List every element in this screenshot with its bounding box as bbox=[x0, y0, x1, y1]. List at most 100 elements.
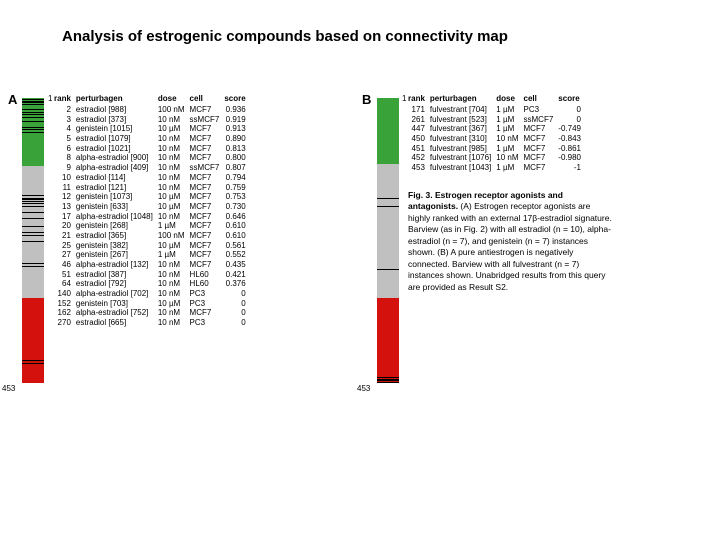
table-row: 12genistein [1073]10 µMMCF70.753 bbox=[54, 192, 251, 202]
cell: 140 bbox=[54, 289, 76, 299]
bar-line bbox=[377, 198, 399, 199]
bar-line bbox=[22, 104, 44, 105]
cell: estradiol [792] bbox=[76, 279, 158, 289]
cell: 0.561 bbox=[224, 241, 250, 251]
cell: 0 bbox=[224, 299, 250, 309]
bar-line bbox=[377, 206, 399, 207]
col-cell: cell bbox=[524, 94, 559, 105]
bar-line bbox=[22, 121, 44, 122]
table-row: 452fulvestrant [1076]10 nMMCF7-0.980 bbox=[408, 153, 586, 163]
cell: 261 bbox=[408, 115, 430, 125]
cell: 100 nM bbox=[158, 105, 190, 115]
table-row: 2estradiol [988]100 nMMCF70.936 bbox=[54, 105, 251, 115]
bar-line bbox=[22, 218, 44, 219]
cell: 64 bbox=[54, 279, 76, 289]
cell: 0.936 bbox=[224, 105, 250, 115]
panel-b-botnum: 453 bbox=[357, 384, 370, 393]
cell: 10 nM bbox=[158, 115, 190, 125]
cell: genistein [703] bbox=[76, 299, 158, 309]
cell: 171 bbox=[408, 105, 430, 115]
cell: 1 µM bbox=[496, 124, 523, 134]
cell: alpha-estradiol [132] bbox=[76, 260, 158, 270]
cell: 270 bbox=[54, 318, 76, 328]
table-row: 447fulvestrant [367]1 µMMCF7-0.749 bbox=[408, 124, 586, 134]
cell: 27 bbox=[54, 250, 76, 260]
cell: 21 bbox=[54, 231, 76, 241]
table-row: 162alpha-estradiol [752]10 nMMCF70 bbox=[54, 308, 251, 318]
table-row: 51estradiol [387]10 nMHL600.421 bbox=[54, 270, 251, 280]
table-row: 451fulvestrant [985]1 µMMCF7-0.861 bbox=[408, 144, 586, 154]
table-row: 3estradiol [373]10 nMssMCF70.919 bbox=[54, 115, 251, 125]
cell: 10 nM bbox=[158, 134, 190, 144]
cell: PC3 bbox=[524, 105, 559, 115]
table-row: 13genistein [633]10 µMMCF70.730 bbox=[54, 202, 251, 212]
col-score: score bbox=[558, 94, 586, 105]
cell: 0.646 bbox=[224, 212, 250, 222]
cell: 3 bbox=[54, 115, 76, 125]
cell: 0.759 bbox=[224, 183, 250, 193]
cell: 5 bbox=[54, 134, 76, 144]
cell: fulvestrant [704] bbox=[430, 105, 496, 115]
cell: MCF7 bbox=[190, 173, 225, 183]
cell: 450 bbox=[408, 134, 430, 144]
cell: 10 nM bbox=[158, 260, 190, 270]
bar-line bbox=[377, 269, 399, 270]
panel-a-barview bbox=[22, 98, 44, 383]
cell: 0 bbox=[558, 115, 586, 125]
cell: estradiol [114] bbox=[76, 173, 158, 183]
cell: MCF7 bbox=[524, 144, 559, 154]
cell: MCF7 bbox=[524, 134, 559, 144]
bar-line bbox=[22, 263, 44, 264]
cell: 451 bbox=[408, 144, 430, 154]
table-row: 10estradiol [114]10 nMMCF70.794 bbox=[54, 173, 251, 183]
cell: fulvestrant [985] bbox=[430, 144, 496, 154]
cell: 0.421 bbox=[224, 270, 250, 280]
bar-line bbox=[22, 363, 44, 364]
cell: estradiol [665] bbox=[76, 318, 158, 328]
col-dose: dose bbox=[158, 94, 190, 105]
panel-a-label: A bbox=[8, 92, 17, 107]
cell: 25 bbox=[54, 241, 76, 251]
cell: 452 bbox=[408, 153, 430, 163]
cell: estradiol [1079] bbox=[76, 134, 158, 144]
table-row: 171fulvestrant [704]1 µMPC30 bbox=[408, 105, 586, 115]
panel-a-table: rankperturbagendosecellscore 2estradiol … bbox=[54, 94, 251, 328]
caption-lead: Fig. 3. bbox=[408, 190, 433, 200]
bar-line bbox=[22, 117, 44, 118]
figure-caption: Fig. 3. Estrogen receptor agonists and a… bbox=[408, 190, 613, 293]
table-row: 6estradiol [1021]10 nMMCF70.813 bbox=[54, 144, 251, 154]
cell: PC3 bbox=[190, 299, 225, 309]
cell: alpha-estradiol [702] bbox=[76, 289, 158, 299]
page-title: Analysis of estrogenic compounds based o… bbox=[62, 28, 508, 45]
table-row: 4genistein [1015]10 µMMCF70.913 bbox=[54, 124, 251, 134]
cell: -0.980 bbox=[558, 153, 586, 163]
cell: 1 µM bbox=[496, 105, 523, 115]
bar-line bbox=[22, 114, 44, 115]
cell: 0.890 bbox=[224, 134, 250, 144]
table-row: 9alpha-estradiol [409]10 nMssMCF70.807 bbox=[54, 163, 251, 173]
cell: 0 bbox=[224, 289, 250, 299]
cell: estradiol [121] bbox=[76, 183, 158, 193]
cell: MCF7 bbox=[190, 105, 225, 115]
cell: 0.435 bbox=[224, 260, 250, 270]
panel-b-table: rankperturbagendosecellscore 171fulvestr… bbox=[408, 94, 586, 173]
cell: 10 nM bbox=[158, 173, 190, 183]
table-row: 261fulvestrant [523]1 µMssMCF70 bbox=[408, 115, 586, 125]
cell: 10 nM bbox=[158, 163, 190, 173]
cell: 10 µM bbox=[158, 192, 190, 202]
bar-b-bot bbox=[377, 298, 399, 384]
cell: MCF7 bbox=[190, 241, 225, 251]
cell: estradiol [365] bbox=[76, 231, 158, 241]
cell: -1 bbox=[558, 163, 586, 173]
cell: 0.376 bbox=[224, 279, 250, 289]
cell: 10 nM bbox=[496, 134, 523, 144]
table-row: 17alpha-estradiol [1048]10 nMMCF70.646 bbox=[54, 212, 251, 222]
col-cell: cell bbox=[190, 94, 225, 105]
bar-line bbox=[22, 203, 44, 204]
cell: 17 bbox=[54, 212, 76, 222]
cell: 10 nM bbox=[496, 153, 523, 163]
table-row: 25genistein [382]10 µMMCF70.561 bbox=[54, 241, 251, 251]
cell: estradiol [988] bbox=[76, 105, 158, 115]
bar-b-top bbox=[377, 98, 399, 164]
table-row: 64estradiol [792]10 nMHL600.376 bbox=[54, 279, 251, 289]
